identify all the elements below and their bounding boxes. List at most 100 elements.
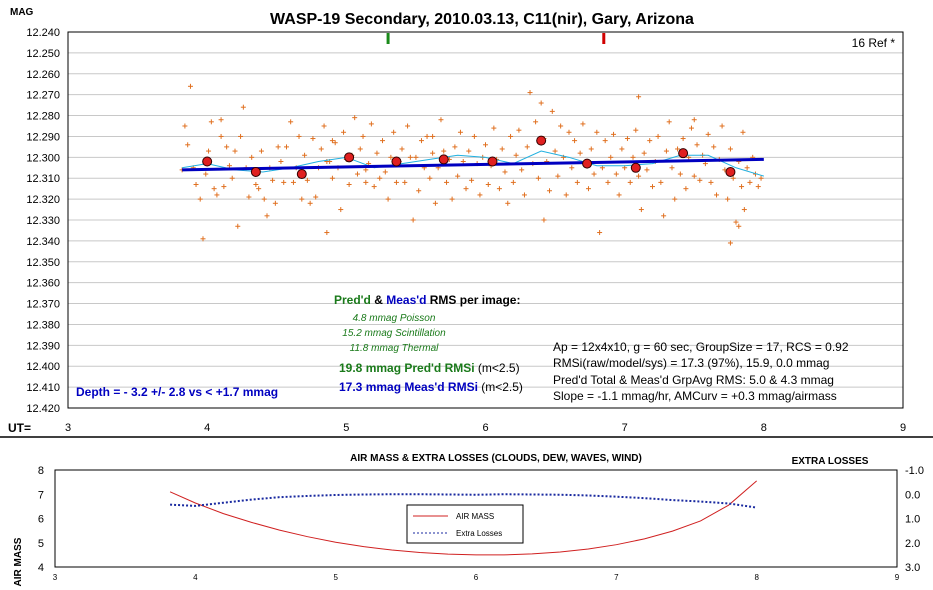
pred-rmsi-cond: (m<2.5) [475, 361, 520, 375]
data-point [391, 129, 397, 135]
y-tick-label: 12.320 [26, 194, 60, 206]
data-point [261, 196, 267, 202]
y-tick-label: 12.420 [26, 403, 60, 415]
data-point [193, 181, 199, 187]
airmass-y-ticks: 4 5 6 7 8 [38, 465, 44, 574]
y-tick-labels: 12.240 12.250 12.260 12.270 12.280 12.290 12.3… [26, 27, 60, 415]
data-point [727, 240, 733, 246]
data-point [238, 133, 244, 139]
data-point [499, 146, 505, 152]
legend-box [406, 504, 524, 544]
data-point [747, 179, 753, 185]
data-point [755, 184, 761, 190]
data-point [516, 127, 522, 133]
data-point [672, 196, 678, 202]
group-average-point [391, 156, 402, 167]
data-point [332, 140, 338, 146]
airmass-chart: AIR MASS & EXTRA LOSSES (CLOUDS, DEW, WA… [13, 453, 924, 586]
group-average-point [438, 154, 449, 165]
data-point [521, 192, 527, 198]
data-point [730, 175, 736, 181]
data-point [549, 108, 555, 114]
airmass-y-tick: 8 [38, 465, 44, 477]
extra-losses-line [170, 493, 757, 509]
rms-header: Pred'd & Meas'd RMS per image: [334, 293, 520, 307]
data-point [541, 217, 547, 223]
data-point [613, 171, 619, 177]
data-point [304, 177, 310, 183]
airmass-title: AIR MASS & EXTRA LOSSES (CLOUDS, DEW, WA… [350, 453, 642, 464]
data-point [224, 144, 230, 150]
data-point [469, 177, 475, 183]
data-point [580, 121, 586, 127]
rms-header-meas: Meas'd [386, 293, 426, 307]
data-point [624, 136, 630, 142]
data-point [341, 129, 347, 135]
data-point [508, 133, 514, 139]
y-tick-label: 12.350 [26, 257, 60, 269]
data-point [307, 200, 313, 206]
data-point [374, 150, 380, 156]
data-point [577, 150, 583, 156]
data-point [208, 119, 214, 125]
data-point [203, 171, 209, 177]
data-point [636, 173, 642, 179]
data-point [197, 196, 203, 202]
y-tick-label: 12.370 [26, 299, 60, 311]
data-point [655, 133, 661, 139]
data-point [680, 136, 686, 142]
extra-losses-y-tick: 2.0 [905, 538, 920, 550]
data-point [563, 192, 569, 198]
x-tick-label: 7 [622, 422, 628, 434]
data-point [360, 133, 366, 139]
ref-label: 16 Ref * [852, 36, 896, 50]
legend: AIR MASS Extra Losses [406, 504, 524, 544]
y-tick-label: 12.240 [26, 27, 60, 39]
data-point [636, 94, 642, 100]
data-point [258, 148, 264, 154]
data-point [318, 146, 324, 152]
data-point [363, 167, 369, 173]
thermal-text: 11.8 mmag Thermal [350, 343, 440, 354]
data-point [666, 119, 672, 125]
data-point [691, 117, 697, 123]
data-point [714, 192, 720, 198]
airmass-x-tick: 7 [614, 573, 619, 582]
data-point [633, 127, 639, 133]
model-line [182, 157, 764, 172]
data-point [402, 179, 408, 185]
poisson-text: 4.8 mmag Poisson [353, 313, 436, 324]
data-point [329, 175, 335, 181]
data-point [471, 133, 477, 139]
data-point [290, 179, 296, 185]
airmass-y-tick: 6 [38, 514, 44, 526]
x-tick-label: 5 [343, 422, 349, 434]
group-average-point [630, 162, 641, 173]
group-average-points [202, 135, 736, 180]
data-point [357, 146, 363, 152]
extra-losses-y-tick: 0.0 [905, 489, 920, 501]
pred-rmsi: 19.8 mmag Pred'd RMSi [339, 361, 475, 375]
airmass-x-tick: 9 [895, 573, 900, 582]
y-tick-label: 12.410 [26, 382, 60, 394]
y-axis-label: MAG [10, 7, 34, 18]
stats-line-2: RMSi(raw/model/sys) = 17.3 (97%), 15.9, … [553, 356, 829, 370]
data-point [758, 175, 764, 181]
data-point [533, 119, 539, 125]
stats-line-4: Slope = -1.1 mmag/hr, AMCurv = +0.3 mmag… [553, 389, 837, 403]
data-point [226, 163, 232, 169]
data-point [410, 217, 416, 223]
data-point [739, 184, 745, 190]
data-point [491, 125, 497, 131]
airmass-x-tick: 3 [53, 573, 58, 582]
data-point [669, 165, 675, 171]
data-point [221, 184, 227, 190]
data-point [694, 142, 700, 148]
smoothed-curve [182, 150, 764, 177]
stats-line-3: Pred'd Total & Meas'd GrpAvg RMS: 5.0 & … [553, 373, 834, 387]
group-average-point [296, 169, 307, 180]
y-tick-label: 12.260 [26, 69, 60, 81]
data-point [647, 138, 653, 144]
data-point [538, 100, 544, 106]
data-point [380, 138, 386, 144]
